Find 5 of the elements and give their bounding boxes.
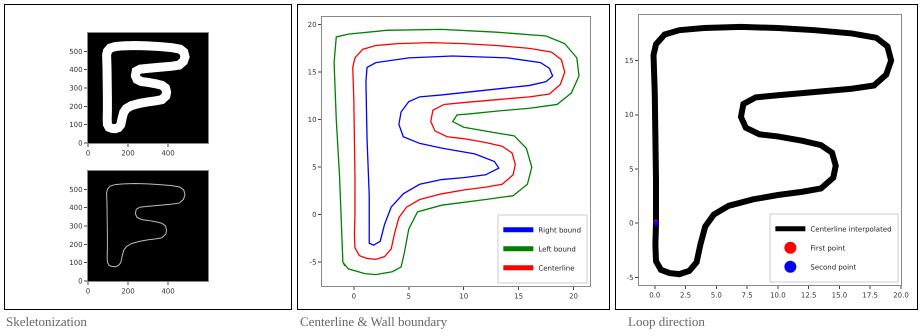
line-series xyxy=(333,28,580,276)
text: Centerline & Wall boundary xyxy=(300,314,448,330)
line-series xyxy=(106,182,186,268)
text: Skeletonization xyxy=(6,314,87,330)
text: Loop direction xyxy=(628,314,705,330)
